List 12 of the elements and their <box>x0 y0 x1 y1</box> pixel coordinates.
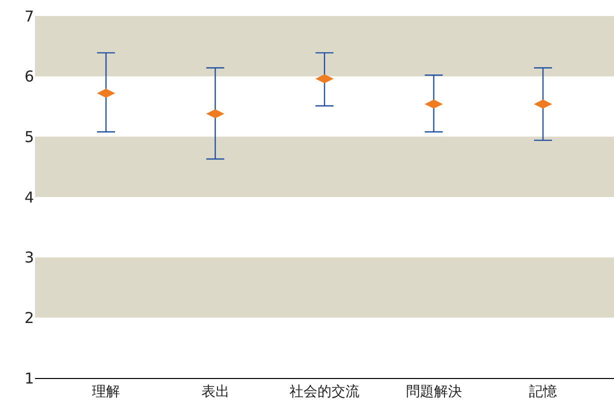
x-tick-label: 問題解決 <box>406 384 462 400</box>
y-tick-label: 4 <box>24 188 34 206</box>
y-tick-label: 7 <box>24 7 34 26</box>
x-tick-label: 理解 <box>92 384 120 400</box>
x-tick-label: 記憶 <box>528 384 557 400</box>
x-tick-label: 表出 <box>201 384 230 400</box>
y-tick-label: 1 <box>24 369 34 388</box>
y-tick-label: 3 <box>24 248 34 267</box>
y-tick-label: 6 <box>24 68 34 86</box>
x-tick-label: 社会的交流 <box>290 384 360 400</box>
y-tick-label: 2 <box>24 308 34 327</box>
y-tick-label: 5 <box>24 128 34 146</box>
